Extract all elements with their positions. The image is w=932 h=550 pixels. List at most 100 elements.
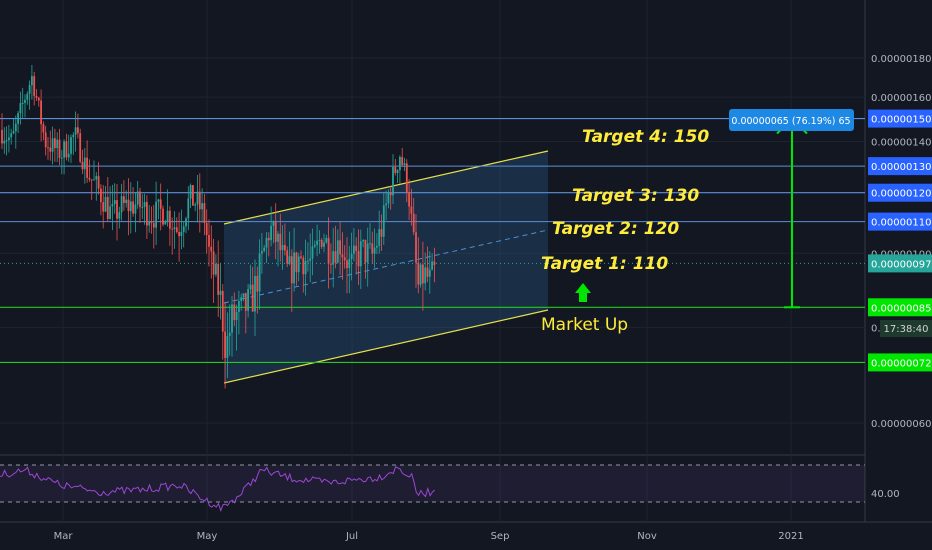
candle-body	[364, 240, 367, 263]
rsi-panel	[0, 464, 865, 512]
candle-body	[28, 85, 31, 94]
market-up-label[interactable]: Market Up	[541, 315, 628, 335]
candle-body	[65, 141, 68, 158]
price-label-box[interactable]	[868, 212, 932, 231]
candle-body	[169, 210, 171, 229]
candle-body	[127, 199, 130, 212]
candle-body	[348, 259, 351, 269]
x-axis-tick-label: 2021	[778, 531, 803, 542]
annotations[interactable]: Target 4: 150 Target 3: 130 Target 2: 120 T…	[541, 109, 854, 335]
candle-body	[77, 127, 79, 134]
candle-body	[419, 264, 422, 285]
candle-body	[60, 157, 63, 159]
candle-body	[311, 246, 314, 259]
candle-body	[226, 335, 229, 358]
y-axis-tick-label: 0.00000060	[871, 419, 931, 430]
y-axis[interactable]: 0.000001800.000001600.000001400.00000100…	[868, 54, 932, 500]
candle-body	[90, 179, 93, 181]
candle-body	[323, 242, 325, 247]
price-label-box[interactable]	[868, 298, 932, 317]
candle-body	[95, 176, 98, 180]
candle-body	[394, 167, 397, 173]
candle-body	[376, 245, 378, 248]
candle-body	[26, 93, 29, 100]
candle-body	[187, 198, 190, 219]
candle-body	[79, 133, 82, 162]
price-label[interactable]: 0.00000110	[871, 218, 931, 229]
candle-body	[325, 237, 328, 243]
candle-body	[300, 256, 302, 258]
candle-body	[346, 260, 348, 269]
target-annotation[interactable]: Target 3: 130	[572, 186, 699, 206]
price-label-box[interactable]	[868, 183, 932, 202]
candle-body	[313, 244, 316, 247]
candle-body	[100, 188, 102, 203]
channel-midline[interactable]	[223, 229, 549, 304]
price-label[interactable]: 0.00000097	[871, 259, 931, 270]
candle-body	[334, 251, 337, 263]
candle-body	[433, 261, 436, 265]
candle-body	[56, 139, 59, 149]
candle-body	[72, 134, 75, 138]
measure-label[interactable]: 0.00000065 (76.19%) 65	[731, 116, 850, 127]
price-label[interactable]: 0.00000072	[871, 358, 931, 369]
candle-body	[12, 131, 15, 134]
candle-body	[106, 196, 109, 219]
candle-body	[210, 246, 213, 252]
candle-body	[102, 202, 105, 212]
candle-body	[178, 232, 180, 237]
price-label-box[interactable]	[868, 254, 932, 273]
candle-body	[231, 304, 233, 333]
candle-body	[212, 251, 215, 275]
rsi-band-fill	[0, 465, 865, 502]
candle-body	[74, 127, 77, 135]
candle-body	[219, 290, 222, 295]
candle-body	[235, 311, 238, 321]
candle-body	[371, 243, 374, 254]
candle-body	[162, 208, 164, 225]
candle-body	[357, 250, 360, 267]
candle-body	[290, 256, 293, 284]
target-annotation[interactable]: Target 4: 150	[582, 127, 709, 147]
measure-label-box[interactable]	[729, 109, 854, 131]
price-label-box[interactable]	[868, 157, 932, 176]
price-label[interactable]: 0.00000120	[871, 189, 931, 200]
candle-body	[247, 288, 249, 311]
candle-body	[431, 261, 433, 270]
candle-body	[132, 201, 134, 214]
candle-body	[302, 257, 305, 275]
candle-body	[362, 240, 364, 242]
price-label[interactable]: 0.00000085	[871, 303, 931, 314]
candle-body	[339, 240, 341, 255]
candle-body	[233, 304, 236, 321]
price-label[interactable]: 0.00000130	[871, 162, 931, 173]
candle-body	[417, 262, 420, 285]
price-label-box[interactable]	[868, 109, 932, 128]
price-label[interactable]: 0.00000150	[871, 115, 931, 126]
candle-body	[63, 141, 65, 158]
candle-body	[196, 191, 199, 205]
candle-body	[341, 254, 344, 258]
price-label-box[interactable]	[868, 353, 932, 372]
candle-body	[97, 176, 100, 189]
x-axis[interactable]: Mar May Jul Sep Nov 2021	[54, 531, 804, 542]
candle-body	[113, 200, 116, 205]
candle-body	[373, 247, 376, 254]
candle-body	[238, 301, 240, 312]
channel-lower-line[interactable]	[223, 309, 549, 384]
candle-body	[353, 245, 355, 254]
candle-body	[49, 147, 52, 152]
candle-body	[428, 269, 431, 277]
candle-body	[139, 191, 141, 208]
candle-body	[86, 157, 88, 178]
channel-upper-line[interactable]	[223, 150, 549, 225]
price-channel[interactable]	[223, 150, 549, 384]
candle-body	[369, 243, 371, 245]
target-annotation[interactable]: Target 2: 120	[552, 219, 679, 239]
candle-body	[327, 237, 330, 264]
target-annotation[interactable]: Target 1: 110	[541, 254, 668, 274]
candle-body	[256, 275, 259, 292]
candle-body	[205, 222, 208, 236]
